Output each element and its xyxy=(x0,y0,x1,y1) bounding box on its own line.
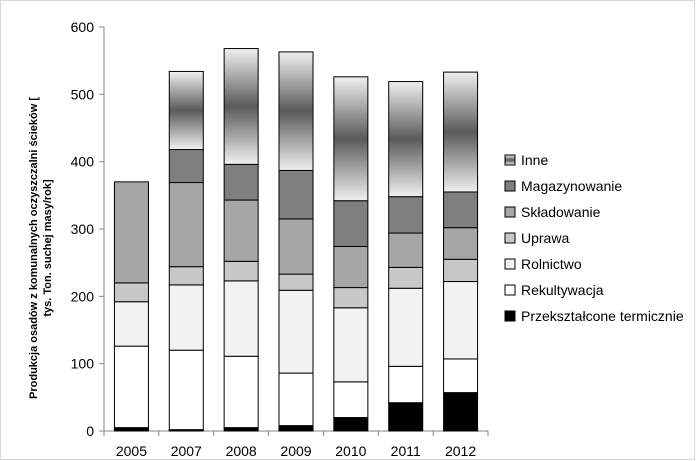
bar-segment xyxy=(223,48,259,165)
bar-segment xyxy=(333,287,369,309)
y-tick-label: 300 xyxy=(71,221,95,237)
bar-stack-2008 xyxy=(223,48,259,432)
legend-item: Składowanie xyxy=(504,204,601,220)
bar-segment xyxy=(388,196,424,234)
bar-segment xyxy=(113,345,149,429)
legend-label: Magazynowanie xyxy=(521,178,622,194)
bar-segment xyxy=(333,417,369,432)
bar-segment xyxy=(443,358,479,394)
bar-stack-2009 xyxy=(278,51,314,432)
bar-segment xyxy=(168,349,204,431)
y-tick-label: 200 xyxy=(71,288,95,304)
legend-label: Uprawa xyxy=(521,230,569,246)
legend-item: Rekultywacja xyxy=(504,282,604,298)
bar-segment xyxy=(278,372,314,427)
bar-segment xyxy=(113,301,149,347)
y-tick-label: 100 xyxy=(71,356,95,372)
bar-segment xyxy=(223,280,259,357)
legend-label: Inne xyxy=(521,152,548,168)
bar-segment xyxy=(223,163,259,201)
legend-swatch xyxy=(504,284,516,296)
legend-swatch xyxy=(504,154,516,166)
x-tick-label: 2008 xyxy=(226,443,257,459)
bar-stack-2005 xyxy=(113,181,149,432)
bar-stack-2007 xyxy=(168,70,204,432)
x-tick-labels: 2005 2007 2008 2009 2010 2011 2012 xyxy=(116,443,477,459)
legend: Inne Magazynowanie Składowanie Uprawa Rolnic… xyxy=(504,152,684,324)
bar-segment xyxy=(443,71,479,193)
bar-segment xyxy=(333,381,369,419)
x-tick-label: 2009 xyxy=(280,443,311,459)
y-axis-title-line-2: tys. Ton. suchej masy/rok] xyxy=(42,179,54,317)
bar-segment xyxy=(388,287,424,367)
legend-swatch xyxy=(504,232,516,244)
bar-segment xyxy=(168,149,204,184)
legend-item: Przekształcone termicznie xyxy=(504,308,684,324)
bar-segment xyxy=(333,76,369,202)
bar-segment xyxy=(278,218,314,275)
legend-label: Przekształcone termicznie xyxy=(521,308,684,324)
bar-segment xyxy=(168,182,204,268)
bar-segment xyxy=(278,169,314,220)
bar-segment xyxy=(333,200,369,248)
bar-segment xyxy=(168,70,204,151)
bar-segment xyxy=(278,273,314,291)
bar-segment xyxy=(223,355,259,429)
bar-segment xyxy=(388,266,424,289)
bar-segment xyxy=(168,284,204,351)
bar-segment xyxy=(388,232,424,268)
bar-segment xyxy=(278,51,314,171)
bar-segment xyxy=(168,266,204,286)
x-tick-label: 2011 xyxy=(391,443,421,459)
y-axis-title-line-1: Produkcja osadów z komunalnych oczyszcza… xyxy=(28,97,40,399)
legend-item: Inne xyxy=(504,152,548,168)
y-tick-label: 0 xyxy=(86,423,94,439)
bar-segment xyxy=(443,392,479,432)
legend-label: Rolnictwo xyxy=(521,256,582,272)
bar-segment xyxy=(113,427,149,432)
y-axis-title: Produkcja osadów z komunalnych oczyszcza… xyxy=(28,97,54,399)
bar-stack-2012 xyxy=(443,71,479,432)
legend-swatch xyxy=(504,310,516,322)
bar-segment xyxy=(113,181,149,284)
legend-item: Rolnictwo xyxy=(504,256,582,272)
legend-label: Składowanie xyxy=(521,204,601,220)
bar-segment xyxy=(333,246,369,289)
legend-swatch xyxy=(504,206,516,218)
bar-segment xyxy=(443,258,479,283)
axes: 0 100 200 300 400 500 600 xyxy=(71,19,489,439)
x-tick-label: 2007 xyxy=(171,443,202,459)
bar-stack-2011 xyxy=(388,81,424,432)
bar-segment xyxy=(333,307,369,383)
bar-segment xyxy=(443,227,479,260)
bar-segment xyxy=(278,425,314,432)
x-tick-label: 2010 xyxy=(335,443,366,459)
bar-segment xyxy=(113,282,149,303)
bar-stack-2010 xyxy=(333,76,369,432)
bar-segment xyxy=(388,81,424,198)
bar-segment xyxy=(278,289,314,374)
bar-segment xyxy=(223,199,259,262)
bar-segment xyxy=(388,365,424,404)
legend-swatch xyxy=(504,180,516,192)
y-tick-label: 500 xyxy=(71,86,95,102)
x-tick-label: 2012 xyxy=(445,443,476,459)
bar-segment xyxy=(223,260,259,282)
bar-segment xyxy=(443,281,479,360)
legend-item: Uprawa xyxy=(504,230,569,246)
bars xyxy=(113,48,479,432)
legend-label: Rekultywacja xyxy=(521,282,604,298)
bar-segment xyxy=(443,191,479,229)
bar-segment xyxy=(223,427,259,432)
y-tick-label: 600 xyxy=(71,19,95,35)
legend-item: Magazynowanie xyxy=(504,178,622,194)
bar-segment xyxy=(388,402,424,432)
x-tick-label: 2005 xyxy=(116,443,147,459)
y-tick-label: 400 xyxy=(71,154,95,170)
legend-swatch xyxy=(504,258,516,270)
